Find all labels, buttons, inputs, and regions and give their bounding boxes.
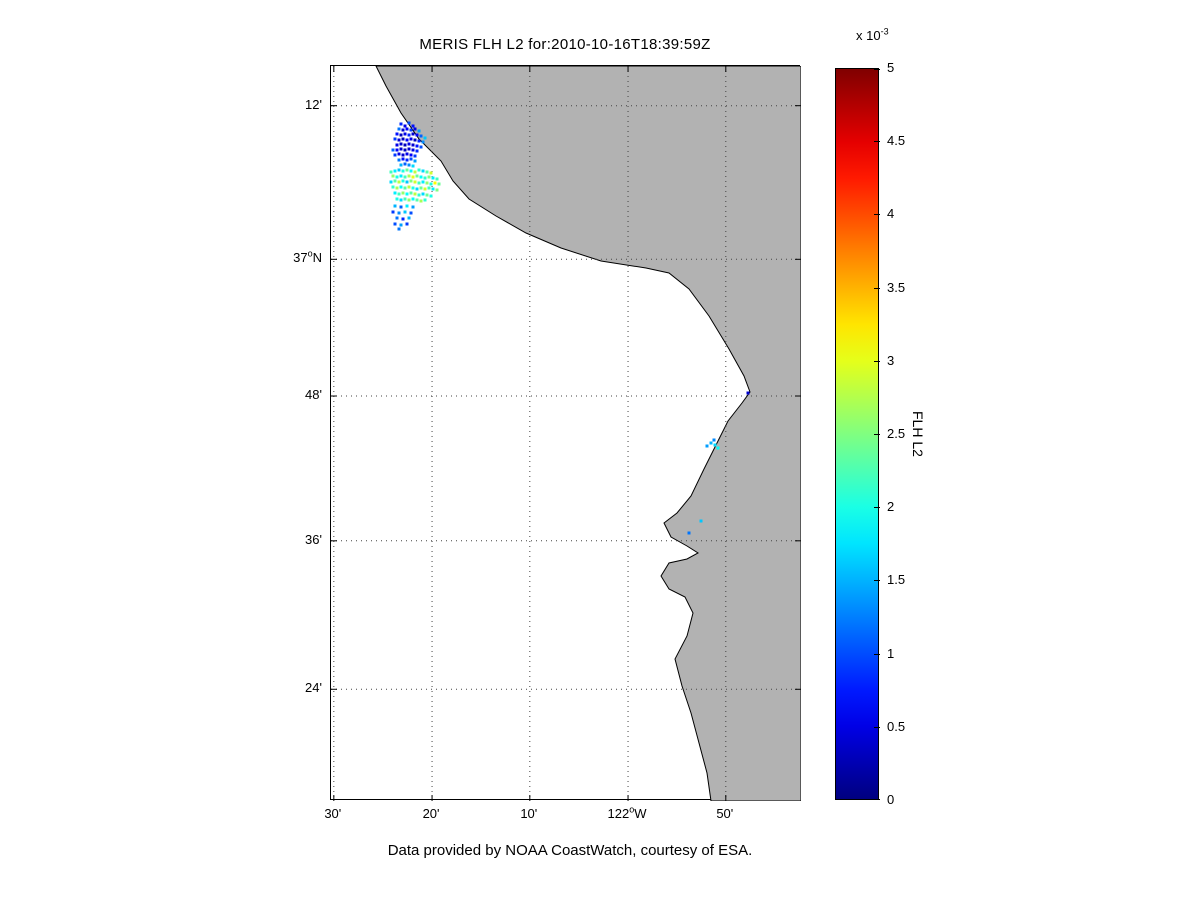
- colorbar-tickmark: [874, 69, 880, 70]
- colorbar-tick-label: 4.5: [887, 133, 906, 149]
- axis-tickmarks: [331, 66, 801, 801]
- grid-lines: [331, 66, 801, 801]
- plot-title: MERIS FLH L2 for:2010-10-16T18:39:59Z: [419, 36, 711, 53]
- colorbar-tick-label: 4: [887, 206, 895, 222]
- colorbar-tickmark: [874, 287, 880, 289]
- colorbar-tickmark: [874, 580, 880, 582]
- colorbar-tick-label: 2.5: [887, 426, 906, 441]
- colorbar-tickmark: [874, 434, 880, 435]
- colorbar-tick-label: 0.5: [887, 718, 906, 734]
- colorbar-tickmark: [874, 726, 880, 728]
- y-tick-label: 12': [305, 96, 322, 112]
- colorbar-tickmark: [874, 360, 880, 362]
- x-tick-label: 50': [716, 806, 734, 821]
- x-tick-label: 122oW: [607, 804, 647, 821]
- map-plot-svg: [331, 66, 801, 801]
- scatter-points: [389, 121, 750, 535]
- y-tick-label: 48': [305, 387, 322, 402]
- land-region: [375, 66, 801, 801]
- colorbar-tick-label: 2: [887, 499, 895, 515]
- colorbar-tickmark: [874, 214, 880, 216]
- colorbar: [835, 68, 879, 800]
- colorbar-tickmark: [874, 799, 880, 800]
- colorbar-scale-factor: x 10-3: [856, 26, 889, 43]
- x-tick-label: 30': [324, 806, 342, 821]
- y-tick-label: 24': [305, 680, 322, 696]
- colorbar-tick-label: 0: [887, 792, 895, 807]
- colorbar-tick-label: 1.5: [887, 572, 906, 588]
- colorbar-tick-label: 1: [887, 645, 895, 661]
- colorbar-tickmark: [874, 653, 880, 655]
- x-tick-label: 20': [422, 806, 440, 821]
- credit-caption: Data provided by NOAA CoastWatch, courte…: [387, 842, 753, 859]
- colorbar-tick-label: 3.5: [887, 279, 906, 295]
- colorbar-scale-prefix: x 10: [856, 28, 881, 43]
- y-tick-label: 37oN: [293, 248, 322, 266]
- map-plot-area: [330, 65, 801, 801]
- colorbar-tickmark: [874, 507, 880, 509]
- y-tick-label: 36': [305, 531, 322, 547]
- colorbar-tickmark: [874, 141, 880, 143]
- x-tick-label: 10': [520, 806, 538, 821]
- colorbar-tick-label: 5: [887, 60, 895, 75]
- colorbar-tick-label: 3: [887, 352, 895, 368]
- colorbar-scale-exponent: -3: [880, 26, 889, 37]
- colorbar-axis-label: FLH L2: [910, 411, 926, 457]
